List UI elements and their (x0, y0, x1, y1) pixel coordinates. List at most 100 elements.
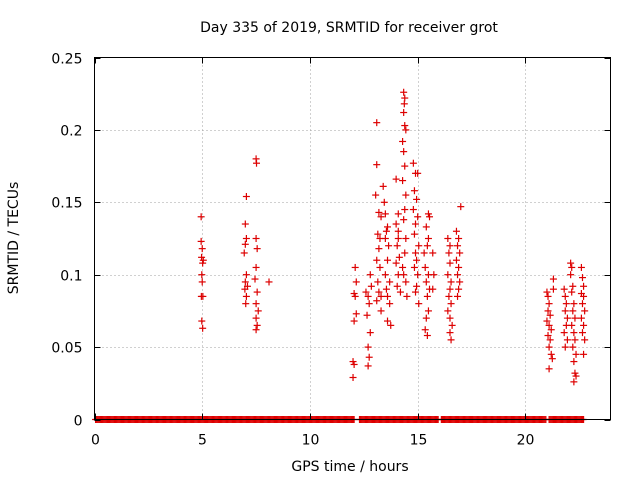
axis-ticks (94, 57, 611, 421)
data-point (577, 263, 585, 271)
data-point (414, 271, 422, 279)
data-point (363, 311, 371, 319)
data-point (386, 278, 394, 286)
data-point (377, 213, 385, 221)
data-point (392, 259, 400, 267)
data-point (380, 198, 388, 206)
data-point (241, 240, 249, 248)
plot-frame (94, 57, 611, 420)
data-point (420, 249, 428, 257)
data-point (364, 343, 372, 351)
data-point (374, 278, 382, 286)
data-point (544, 332, 552, 340)
data-point (199, 324, 207, 332)
data-point (456, 278, 464, 286)
data-point (447, 300, 455, 308)
data-point (578, 329, 586, 337)
data-point (580, 282, 588, 290)
data-point (570, 300, 578, 308)
data-point (571, 336, 579, 344)
data-point (241, 220, 249, 228)
data-point (350, 317, 358, 325)
data-point (367, 282, 375, 290)
x-tick-label: 5 (198, 433, 207, 449)
data-point (446, 329, 454, 337)
data-point (569, 343, 577, 351)
data-point (402, 235, 410, 242)
data-point (251, 275, 259, 283)
data-point (421, 263, 429, 271)
data-point (372, 191, 380, 199)
data-point (410, 230, 418, 238)
data-point (549, 285, 557, 293)
data-point (572, 350, 580, 358)
data-point (549, 275, 557, 283)
data-point (400, 100, 408, 108)
data-point (415, 242, 423, 250)
data-point (392, 175, 400, 183)
data-point (423, 332, 431, 340)
x-tick-label: 20 (517, 433, 535, 449)
data-point (403, 292, 411, 300)
data-point (401, 162, 409, 170)
data-point (545, 321, 553, 329)
data-point (578, 300, 586, 308)
data-point (581, 307, 589, 315)
data-point (448, 321, 456, 329)
data-point (384, 292, 392, 300)
data-point (373, 297, 381, 305)
y-tick-label: 0.1 (60, 269, 82, 285)
data-point (446, 314, 454, 322)
data-point (426, 213, 434, 221)
data-point (240, 249, 248, 257)
grid (94, 57, 611, 420)
data-point (447, 278, 455, 286)
data-point (413, 195, 421, 203)
data-point (454, 292, 462, 300)
data-point (396, 288, 404, 296)
data-point (430, 271, 438, 279)
data-point (402, 191, 410, 199)
data-point (444, 235, 452, 242)
data-point (375, 208, 383, 216)
data-point (547, 326, 555, 334)
data-point (394, 227, 402, 235)
x-tick-label: 15 (410, 433, 428, 449)
data-point (410, 263, 418, 271)
data-point (400, 148, 408, 156)
data-point (384, 223, 392, 231)
data-point (382, 227, 390, 235)
data-point (351, 263, 359, 271)
data-point (400, 271, 408, 279)
data-point (382, 285, 390, 293)
data-point (429, 285, 437, 293)
data-point (447, 336, 455, 344)
data-point (399, 177, 407, 185)
y-axis-label: SRMTID / TECUs (6, 182, 22, 295)
data-point (401, 249, 409, 257)
data-point (423, 292, 431, 300)
data-point (252, 326, 260, 334)
data-point (446, 242, 454, 250)
data-point (422, 314, 430, 322)
data-point (374, 230, 382, 238)
data-point (544, 307, 552, 315)
y-tick-label: 0.05 (51, 341, 82, 357)
data-point (365, 300, 373, 308)
data-point (409, 206, 417, 214)
y-tick-label: 0 (74, 414, 83, 430)
data-point (580, 321, 588, 329)
data-point (570, 378, 578, 386)
data-point (545, 300, 553, 308)
data-point (445, 292, 453, 300)
data-point (253, 245, 261, 253)
y-tick-label: 0.25 (51, 52, 82, 68)
data-point (445, 249, 453, 257)
data-point (242, 292, 250, 300)
data-point (386, 300, 394, 308)
data-point (366, 271, 374, 279)
data-point (578, 274, 586, 282)
data-point (444, 307, 452, 315)
data-point (373, 119, 381, 127)
